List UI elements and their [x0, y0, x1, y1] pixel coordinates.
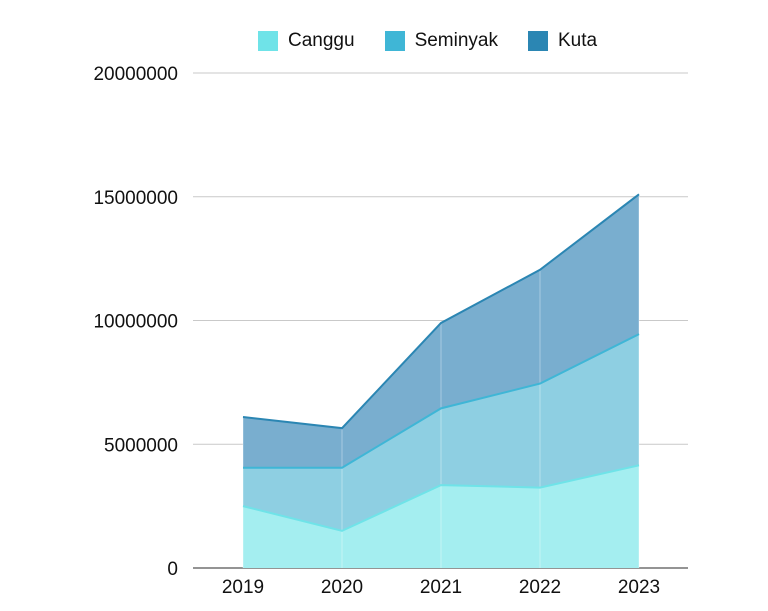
- y-tick-label: 10000000: [93, 312, 178, 333]
- area-seminyak[interactable]: [243, 334, 639, 531]
- y-tick-label: 5000000: [104, 435, 178, 456]
- legend-label-seminyak: Seminyak: [414, 30, 498, 51]
- legend-item-seminyak[interactable]: Seminyak: [384, 30, 498, 52]
- x-tick-label: 2020: [321, 577, 363, 598]
- line-kuta: [242, 193, 640, 430]
- legend: Canggu Seminyak Kuta: [258, 30, 597, 52]
- x-tick-label: 2021: [420, 577, 462, 598]
- x-tick-label: 2019: [222, 577, 264, 598]
- legend-swatch-canggu: [258, 31, 278, 51]
- legend-item-kuta[interactable]: Kuta: [527, 30, 598, 52]
- legend-label-kuta: Kuta: [557, 30, 598, 51]
- line-canggu: [242, 464, 640, 532]
- legend-swatch-seminyak: [384, 31, 405, 51]
- legend-item-canggu[interactable]: Canggu: [258, 30, 355, 52]
- legend-label-canggu: Canggu: [288, 30, 355, 51]
- x-tick-label: 2022: [519, 577, 561, 598]
- line-seminyak: [243, 333, 640, 469]
- y-tick-label: 15000000: [93, 188, 178, 209]
- y-tick-label: 20000000: [93, 64, 178, 85]
- legend-swatch-kuta: [527, 31, 548, 51]
- area-canggu[interactable]: [243, 465, 639, 568]
- x-tick-label: 2023: [618, 577, 660, 598]
- y-tick-label: 0: [167, 559, 178, 580]
- area-kuta[interactable]: [243, 194, 639, 468]
